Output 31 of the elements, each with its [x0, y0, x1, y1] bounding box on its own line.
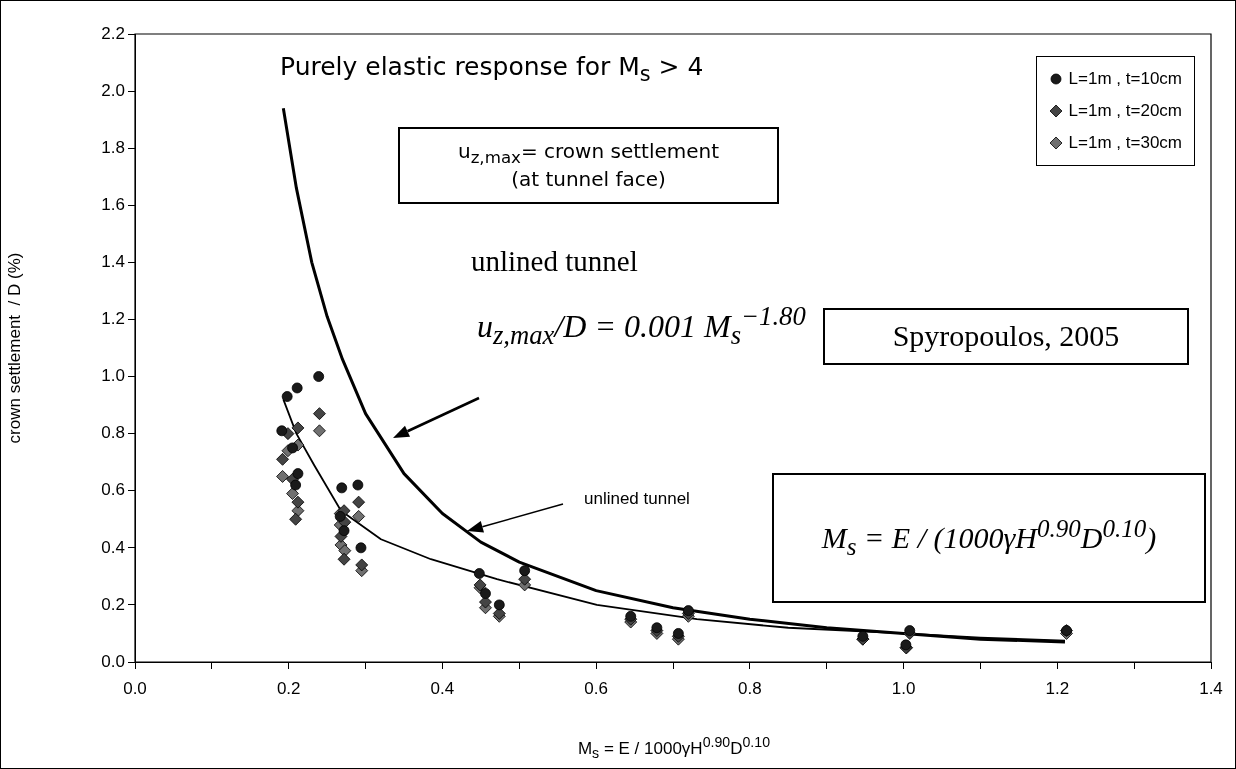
y-tick-label: 0.2 — [101, 594, 125, 614]
x-axis-title: M$_{s}$ = E / 1000γH$^{0.90}$D$^{0.10}$ — [576, 734, 772, 762]
x-tick-label: 1.0 — [891, 678, 916, 698]
legend-label: L=1m , t=10cm — [1068, 69, 1182, 89]
y-tick-label: 1.0 — [101, 366, 125, 386]
x-tick-label: 0.6 — [584, 678, 608, 698]
x-tick-label: 0.4 — [430, 678, 455, 698]
y-tick-label: 0.6 — [101, 480, 125, 500]
legend-label: L=1m , t=20cm — [1068, 101, 1182, 121]
y-tick-label: 1.4 — [101, 252, 125, 272]
x-tick-label: 0.0 — [123, 678, 147, 698]
y-tick-label: 0.4 — [101, 537, 125, 557]
legend-label: L=1m , t=30cm — [1068, 133, 1182, 153]
annotation: unlined tunnel — [471, 245, 638, 277]
y-tick-label: 1.2 — [101, 309, 125, 329]
x-tick-label: 0.2 — [276, 678, 301, 698]
x-tick-label: 1.2 — [1045, 678, 1070, 698]
y-tick-label: 0.0 — [101, 651, 125, 671]
y-tick-label: 2.2 — [101, 23, 125, 43]
y-tick-label: 1.6 — [101, 194, 125, 214]
x-tick-label: 0.8 — [738, 678, 762, 698]
y-axis-title: crown settlement / D (%) — [4, 252, 24, 444]
y-tick-label: 2.0 — [101, 80, 125, 100]
y-tick-label: 1.8 — [101, 137, 125, 157]
y-tick-label: 0.8 — [101, 423, 125, 443]
annotation: u$_{z,max}$= crown settlement (at tunnel face) — [457, 139, 720, 191]
annotation: unlined tunnel — [584, 489, 690, 508]
annotation: M$_{s}$ = E / (1000γH$^{0.90}$D$^{0.10}$) — [821, 514, 1157, 562]
annotation: Purely elastic response for M$_{s}$ > 4 — [280, 52, 704, 86]
x-tick-label: 1.4 — [1199, 678, 1223, 698]
annotation: Spyropoulos, 2005 — [892, 319, 1120, 354]
